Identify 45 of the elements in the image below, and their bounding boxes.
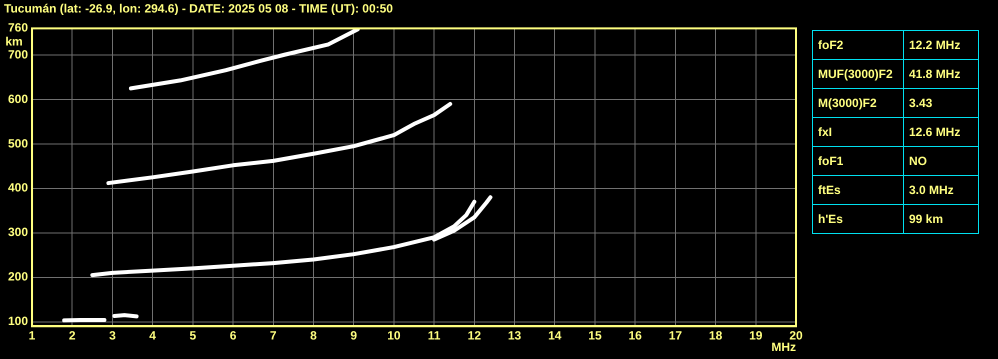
x-tick-label: 11 <box>428 328 441 343</box>
x-tick-label: 12 <box>468 328 482 343</box>
x-tick-label: 17 <box>668 328 682 343</box>
x-tick-label: 16 <box>628 328 642 343</box>
y-tick-label: 200 <box>8 270 28 284</box>
text: foF2 <box>812 30 904 60</box>
x-tick-label: 2 <box>68 328 76 343</box>
text: 12.2 MHz <box>904 30 978 60</box>
y-tick-label: 100 <box>8 314 28 328</box>
x-tick-label: 4 <box>149 328 156 343</box>
y-tick-label: 500 <box>8 136 28 150</box>
text: h'Es <box>812 204 904 234</box>
x-tick-label: 6 <box>230 328 237 343</box>
x-tick-label: 18 <box>708 328 723 343</box>
text: 41.8 MHz <box>904 60 978 88</box>
text: MUF(3000)F2 <box>812 60 904 88</box>
x-axis-title: MHz <box>771 340 796 354</box>
y-tick-label: 400 <box>8 180 28 195</box>
text: 12.6 MHz <box>904 118 978 146</box>
x-tick-label: 5 <box>190 328 197 343</box>
x-tick-label: 7 <box>270 328 277 343</box>
x-tick-label: 9 <box>350 328 358 343</box>
y-tick-label: 700 <box>8 47 28 62</box>
text: M(3000)F2 <box>812 88 904 118</box>
text: 3.43 <box>904 88 978 118</box>
x-tick-label: 13 <box>508 328 522 343</box>
text: ftEs <box>812 176 904 204</box>
y-tick-label: 300 <box>8 225 28 240</box>
y-tick-label: 760 <box>8 20 28 35</box>
text: 3.0 MHz <box>904 176 978 204</box>
x-tick-label: 20 <box>789 328 803 343</box>
x-tick-label: 14 <box>548 328 562 343</box>
text: 99 km <box>904 204 978 234</box>
chart-title: Tucumán (lat: -26.9, lon: 294.6) - DATE: 2025 05 08 - TIME (UT): 00:50 <box>4 2 394 16</box>
x-tick-label: 3 <box>109 328 116 343</box>
text: NO <box>904 146 978 176</box>
x-tick-label: 19 <box>749 328 763 343</box>
x-tick-label: 15 <box>588 328 602 343</box>
x-tick-label: 1 <box>28 328 36 343</box>
text: foF1 <box>812 146 904 176</box>
text: fxI <box>812 118 904 146</box>
x-tick-label: 10 <box>387 328 401 343</box>
x-tick-label: 8 <box>310 328 318 343</box>
y-tick-label: 600 <box>8 92 28 106</box>
y-axis-title: km <box>5 34 23 49</box>
